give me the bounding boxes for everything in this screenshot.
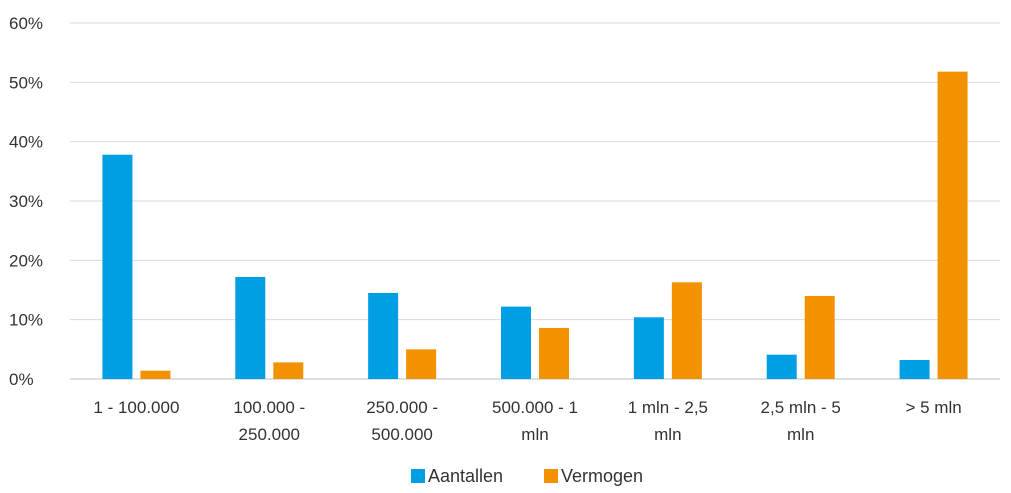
bar-vermogen — [539, 327, 569, 379]
y-tick-label: 10% — [9, 311, 43, 330]
bar-aantallen — [102, 154, 133, 379]
y-tick-label: 60% — [9, 14, 43, 33]
x-tick-label-line: mln — [521, 425, 548, 444]
y-tick-label: 0% — [9, 370, 34, 389]
legend-label: Aantallen — [428, 466, 503, 486]
y-tick-label: 30% — [9, 192, 43, 211]
legend-swatch — [411, 469, 425, 483]
x-tick-label-line: 500.000 — [371, 425, 432, 444]
x-tick-label: > 5 mln — [905, 398, 961, 417]
x-tick-label: 500.000 - 1 mln — [492, 398, 578, 444]
legend-label: Vermogen — [561, 466, 643, 486]
x-tick-label: 250.000 - 500.000 — [366, 398, 438, 444]
bar-vermogen — [937, 71, 968, 380]
x-tick-label-line: 2,5 mln - 5 — [761, 398, 841, 417]
x-tick-label-line: mln — [654, 425, 681, 444]
x-tick-label: 100.000 - 250.000 — [233, 398, 305, 444]
x-tick-label-line: 1 mln - 2,5 — [628, 398, 708, 417]
y-tick-label: 50% — [9, 73, 43, 92]
x-tick-label: 2,5 mln - 5 mln — [761, 398, 841, 444]
x-tick-label-line: mln — [787, 425, 814, 444]
y-tick-label: 40% — [9, 133, 43, 152]
bar-aantallen — [235, 276, 266, 379]
bar-vermogen — [804, 295, 835, 379]
x-tick-label-line: 250.000 — [239, 425, 300, 444]
bar-aantallen — [368, 292, 399, 379]
bar-aantallen — [766, 354, 797, 379]
x-tick-label: 1 - 100.000 — [93, 398, 179, 417]
x-tick-label-line: 1 - 100.000 — [93, 398, 179, 417]
bar-vermogen — [671, 282, 702, 379]
x-tick-label-line: 500.000 - 1 — [492, 398, 578, 417]
bar-aantallen — [899, 360, 930, 379]
x-tick-label-line: 250.000 - — [366, 398, 438, 417]
bar-aantallen — [501, 306, 531, 379]
bar-vermogen — [406, 349, 437, 379]
x-tick-label-line: 100.000 - — [233, 398, 305, 417]
legend-item-aantallen: Aantallen — [411, 466, 503, 486]
bar-aantallen — [633, 317, 664, 379]
y-tick-label: 20% — [9, 251, 43, 270]
x-tick-label-line: > 5 mln — [905, 398, 961, 417]
legend-swatch — [544, 469, 558, 483]
x-tick-label: 1 mln - 2,5 mln — [628, 398, 708, 444]
bar-vermogen — [140, 370, 171, 379]
legend-item-vermogen: Vermogen — [544, 466, 643, 486]
bar-vermogen — [273, 362, 304, 379]
